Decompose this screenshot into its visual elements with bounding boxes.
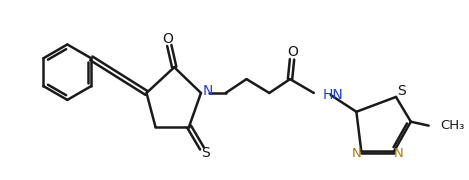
Text: S: S [202,146,210,160]
Text: N: N [394,147,404,160]
Text: O: O [287,45,298,59]
Text: N: N [203,84,213,98]
Text: CH₃: CH₃ [440,119,465,132]
Text: N: N [351,147,361,160]
Text: O: O [162,31,173,46]
Text: HN: HN [323,88,343,102]
Text: S: S [398,84,406,98]
